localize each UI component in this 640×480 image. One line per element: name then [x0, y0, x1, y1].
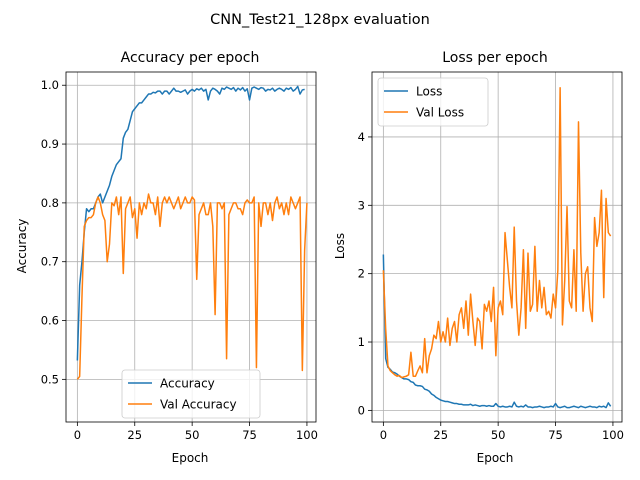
loss-chart-x-tick-label: 75 [548, 428, 563, 442]
accuracy-chart-legend: Accuracy Val Accuracy [121, 369, 261, 419]
accuracy-chart-plot-area: 0 25 50 75 100 0.5 0.6 0.7 0.8 0.9 1.0 Accuracy Val … [41, 71, 318, 442]
accuracy-chart-series-val-accuracy-line [76, 193, 308, 380]
loss-chart-y-tick-label: 2 [358, 267, 365, 281]
loss-chart-plot-area: 0 25 50 75 100 0 1 2 3 4 Loss Val Loss [358, 71, 624, 442]
accuracy-chart-x-tick-label: 25 [127, 428, 142, 442]
loss-chart-y-tick-label: 4 [358, 130, 365, 144]
loss-chart-axes-frame [371, 71, 623, 423]
accuracy-chart-legend-box [121, 369, 261, 419]
accuracy-chart-title: Accuracy per epoch [121, 50, 260, 66]
loss-chart-legend-label: Loss [416, 85, 442, 99]
accuracy-chart: Accuracy per epoch Epoch Accuracy 0 25 50 7… [15, 50, 318, 465]
accuracy-chart-x-tick-label: 100 [296, 428, 318, 442]
accuracy-chart-legend-label: Val Accuracy [160, 398, 237, 412]
loss-chart-x-axis-label: Epoch [477, 451, 514, 465]
loss-chart-y-tick-label: 0 [358, 403, 365, 417]
accuracy-chart-axes-frame [65, 71, 317, 423]
figure-title: CNN_Test21_128px evaluation [210, 12, 430, 28]
accuracy-chart-y-tick-label: 0.5 [41, 372, 59, 386]
accuracy-chart-y-axis-label: Accuracy [15, 219, 29, 274]
accuracy-chart-series-accuracy-line [76, 85, 305, 361]
loss-chart-y-tick-label: 3 [358, 198, 365, 212]
accuracy-chart-x-tick-label: 75 [242, 428, 257, 442]
accuracy-chart-y-tick-label: 0.7 [41, 255, 59, 269]
loss-chart-y-axis-label: Loss [333, 233, 347, 259]
accuracy-chart-y-tick-label: 0.6 [41, 314, 59, 328]
loss-chart-y-tick-label: 1 [358, 335, 365, 349]
accuracy-chart-legend-label: Accuracy [160, 377, 215, 391]
accuracy-chart-y-tick-label: 0.8 [41, 196, 59, 210]
accuracy-chart-x-tick-label: 50 [185, 428, 200, 442]
loss-chart-x-tick-label: 100 [602, 428, 624, 442]
loss-chart-x-tick-label: 25 [433, 428, 448, 442]
accuracy-chart-y-tick-label: 0.9 [41, 137, 59, 151]
loss-chart-series-loss-line [382, 254, 612, 409]
loss-chart-title: Loss per epoch [442, 50, 548, 66]
loss-chart-x-tick-label: 0 [380, 428, 387, 442]
loss-chart-legend-box [377, 77, 489, 127]
loss-chart-x-tick-label: 50 [491, 428, 506, 442]
accuracy-chart-y-tick-label: 1.0 [41, 78, 59, 92]
loss-chart: Loss per epoch Epoch Loss 0 25 50 75 100 0 1 2 3… [333, 50, 624, 465]
loss-chart-series-val-loss-line [382, 86, 612, 379]
loss-chart-legend-label: Val Loss [416, 106, 464, 120]
accuracy-chart-x-axis-label: Epoch [172, 451, 209, 465]
accuracy-chart-x-tick-label: 0 [74, 428, 81, 442]
loss-chart-legend: Loss Val Loss [377, 77, 489, 127]
